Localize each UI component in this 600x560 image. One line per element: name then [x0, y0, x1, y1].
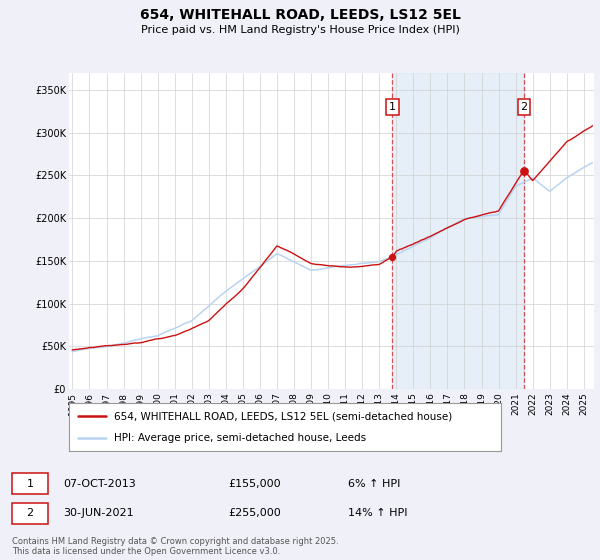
Text: Price paid vs. HM Land Registry's House Price Index (HPI): Price paid vs. HM Land Registry's House … — [140, 25, 460, 35]
Text: HPI: Average price, semi-detached house, Leeds: HPI: Average price, semi-detached house,… — [115, 433, 367, 443]
Text: 1: 1 — [26, 479, 34, 488]
Text: 654, WHITEHALL ROAD, LEEDS, LS12 5EL: 654, WHITEHALL ROAD, LEEDS, LS12 5EL — [140, 8, 460, 22]
Text: 07-OCT-2013: 07-OCT-2013 — [63, 479, 136, 488]
Text: 1: 1 — [389, 102, 396, 112]
Text: 6% ↑ HPI: 6% ↑ HPI — [348, 479, 400, 488]
Text: 30-JUN-2021: 30-JUN-2021 — [63, 508, 134, 518]
Text: 2: 2 — [26, 508, 34, 518]
Text: 14% ↑ HPI: 14% ↑ HPI — [348, 508, 407, 518]
Text: 654, WHITEHALL ROAD, LEEDS, LS12 5EL (semi-detached house): 654, WHITEHALL ROAD, LEEDS, LS12 5EL (se… — [115, 411, 452, 421]
Point — [519, 167, 529, 176]
Text: £255,000: £255,000 — [228, 508, 281, 518]
Point — [388, 252, 397, 261]
Text: Contains HM Land Registry data © Crown copyright and database right 2025.
This d: Contains HM Land Registry data © Crown c… — [12, 536, 338, 556]
Text: £155,000: £155,000 — [228, 479, 281, 488]
Bar — [392, 73, 524, 389]
Text: 2: 2 — [520, 102, 527, 112]
